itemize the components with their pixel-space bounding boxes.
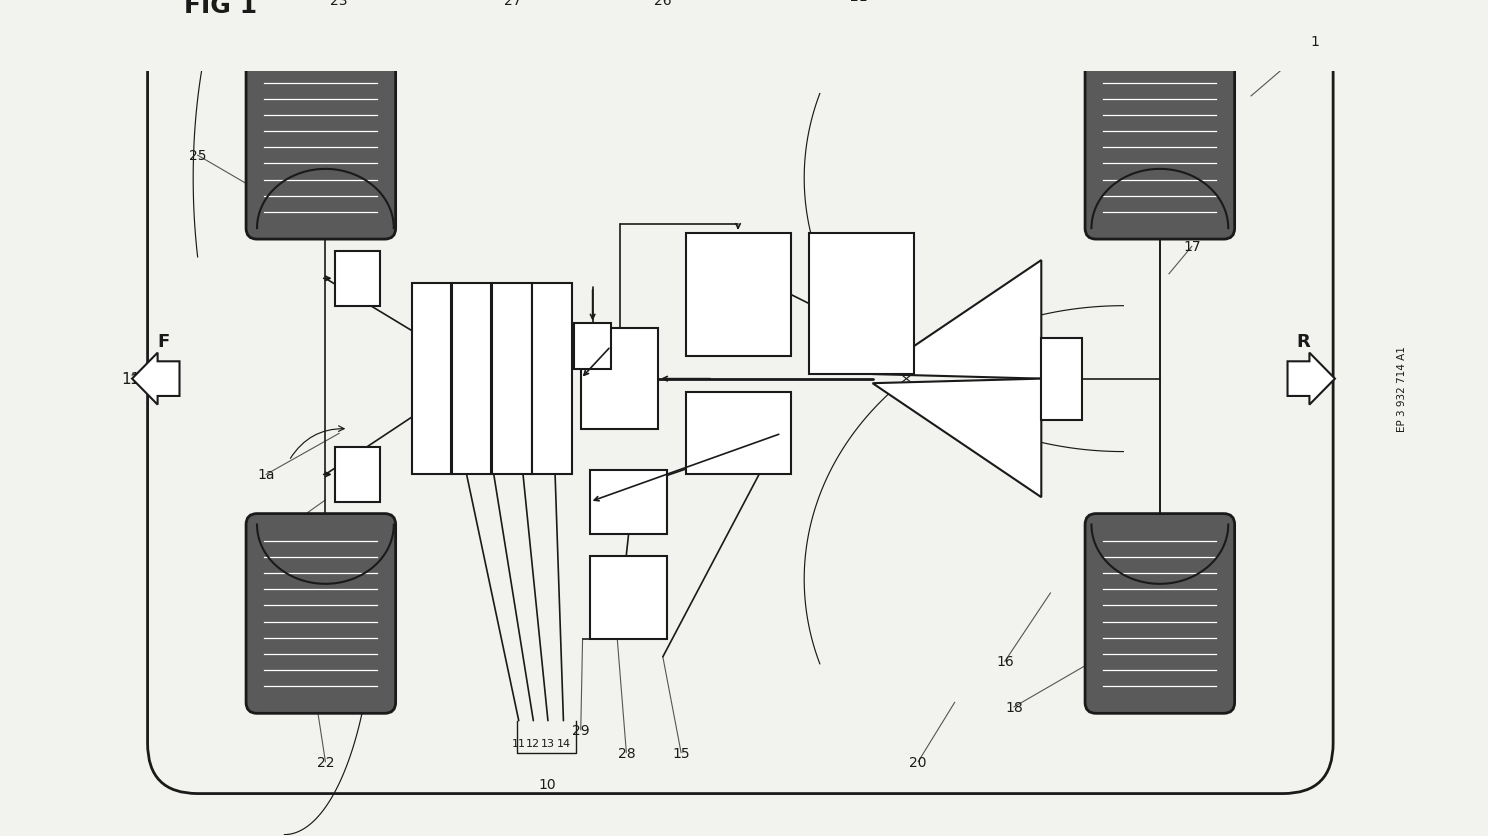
FancyBboxPatch shape	[246, 40, 396, 240]
Text: 11: 11	[512, 738, 525, 748]
Text: 22: 22	[317, 755, 335, 769]
FancyBboxPatch shape	[246, 514, 396, 713]
Text: 11: 11	[129, 372, 147, 386]
Text: 12: 12	[527, 738, 540, 748]
Bar	[335, 447, 379, 502]
Text: 11: 11	[122, 372, 141, 387]
Text: 24: 24	[244, 545, 262, 559]
Text: 28: 28	[618, 746, 635, 760]
FancyArrow shape	[132, 354, 180, 405]
Text: 14: 14	[557, 738, 570, 748]
Bar	[452, 283, 491, 475]
Text: 17: 17	[1183, 240, 1201, 254]
FancyBboxPatch shape	[1085, 40, 1235, 240]
Text: 18: 18	[1004, 700, 1022, 714]
FancyBboxPatch shape	[1085, 514, 1235, 713]
Text: 19: 19	[1187, 171, 1205, 186]
Bar	[1042, 339, 1082, 421]
Text: 25: 25	[189, 149, 207, 163]
Text: 10: 10	[539, 777, 557, 792]
Text: 21: 21	[850, 0, 868, 3]
Text: 29: 29	[571, 723, 589, 737]
Bar	[589, 471, 668, 534]
Text: FIG 1: FIG 1	[185, 0, 257, 18]
Text: 13: 13	[542, 738, 555, 748]
Bar	[493, 283, 531, 475]
Bar	[809, 233, 914, 375]
FancyArrow shape	[1287, 354, 1335, 405]
Text: 1a: 1a	[257, 468, 275, 482]
Bar	[533, 283, 571, 475]
Polygon shape	[872, 380, 1042, 497]
Text: F: F	[158, 333, 170, 351]
Text: 26: 26	[655, 0, 671, 8]
Text: 23: 23	[330, 0, 348, 8]
Text: 1: 1	[1311, 35, 1320, 49]
Bar	[686, 393, 790, 475]
Text: EP 3 932 714 A1: EP 3 932 714 A1	[1397, 345, 1406, 431]
Bar	[686, 233, 790, 356]
Bar	[574, 324, 612, 370]
Polygon shape	[872, 261, 1042, 380]
Bar	[335, 252, 379, 306]
Bar	[580, 329, 658, 429]
Text: 27: 27	[503, 0, 521, 8]
Text: 16: 16	[995, 655, 1013, 669]
Bar	[589, 557, 668, 639]
Text: R: R	[1296, 333, 1309, 351]
Bar	[412, 283, 451, 475]
Text: 20: 20	[909, 755, 927, 769]
Text: 15: 15	[673, 746, 690, 760]
